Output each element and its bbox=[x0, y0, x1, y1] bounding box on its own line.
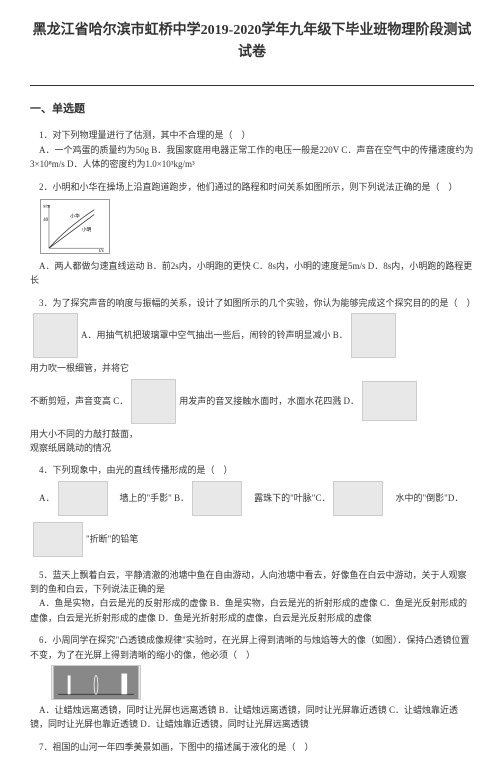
q4-optC-text: 水中的"倒影"D． bbox=[386, 491, 463, 505]
q4-optA-label: A． bbox=[30, 491, 55, 505]
q3-line2: 不断剪短，声音变高 C． bbox=[30, 394, 128, 408]
section-header: 一、单选题 bbox=[30, 101, 474, 119]
q3-optB: 用力吹一根细管，并将它 bbox=[30, 361, 129, 375]
graph-y-label: s/m bbox=[43, 205, 50, 210]
graph-x-label: t/s bbox=[99, 249, 104, 253]
q4-img-dew bbox=[192, 481, 242, 516]
graph-line1: 小华 bbox=[70, 212, 80, 219]
q6-options: A．让蜡烛远离透镜，同时让光屏也远离透镜 B．让蜡烛远离透镜，同时让光屏靠近透镜… bbox=[30, 703, 474, 732]
question-7: 7．祖国的山河一年四季美景如画，下图中的描述属于液化的是（ ） bbox=[30, 740, 474, 754]
question-3: 3．为了探究声音的响度与振幅的关系，设计了如图所示的几个实验，你认为能够完成这个… bbox=[30, 296, 474, 456]
q4-img-reflection bbox=[333, 481, 383, 516]
q7-text: 7．祖国的山河一年四季美景如画，下图中的描述属于液化的是（ ） bbox=[30, 740, 474, 754]
q3-line3: 观察纸屑跳动的情况 bbox=[30, 441, 474, 455]
q1-text: 1．对下列物理量进行了估测，其中不合理的是（ ） bbox=[30, 128, 474, 142]
question-4: 4．下列现象中，由光的直线传播形成的是（ ） A． 墙上的"手影" B． 露珠下… bbox=[30, 463, 474, 559]
q3-img-blow bbox=[351, 313, 396, 358]
q6-img-lens bbox=[51, 665, 141, 700]
q2-graph: s/m t/s 小华 小明 40 bbox=[40, 199, 110, 254]
q3-img-drum bbox=[362, 381, 417, 421]
q3-optA: 用抽气机把玻璃罩中空气抽出一些后，闹铃的铃声明显减小 B． bbox=[97, 328, 348, 342]
q3-optD: 用大小不同的力敲打鼓面， bbox=[30, 427, 138, 441]
q4-optA-text: 墙上的"手影" B． bbox=[111, 491, 190, 505]
title-underline bbox=[30, 85, 474, 86]
q4-img-shadow bbox=[58, 481, 108, 516]
q1-options: A．一个鸡蛋的质量约为50g B．我国家庭用电器正常工作的电压一般是220V C… bbox=[30, 143, 474, 172]
q3-optC: 用发声的音叉接触水面时，水面水花四溅 D． bbox=[179, 394, 359, 408]
graph-val: 40 bbox=[43, 218, 48, 223]
question-2: 2．小明和小华在操场上沿直跑道跑步，他们通过的路程和时间关系如图所示，则下列说法… bbox=[30, 180, 474, 288]
q4-optD-text: "折断"的铅笔 bbox=[86, 532, 138, 546]
graph-line2: 小明 bbox=[82, 226, 92, 233]
q3-img-fork bbox=[131, 379, 176, 424]
q2-text: 2．小明和小华在操场上沿直跑道跑步，他们通过的路程和时间关系如图所示，则下列说法… bbox=[30, 180, 474, 194]
question-5: 5．蓝天上飘着白云，平静清澈的池塘中鱼在自由游动，人向池塘中看去，好像鱼在白云中… bbox=[30, 568, 474, 626]
q4-optB-text: 露珠下的"叶脉"C． bbox=[245, 491, 330, 505]
question-6: 6．小周同学在探究"凸透镜成像规律"实验时，在光屏上得到清晰的与烛焰等大的像（如… bbox=[30, 633, 474, 732]
q3-img-bell bbox=[33, 313, 78, 358]
q6-text: 6．小周同学在探究"凸透镜成像规律"实验时，在光屏上得到清晰的与烛焰等大的像（如… bbox=[30, 633, 474, 662]
question-1: 1．对下列物理量进行了估测，其中不合理的是（ ） A．一个鸡蛋的质量约为50g … bbox=[30, 128, 474, 171]
q4-text: 4．下列现象中，由光的直线传播形成的是（ ） bbox=[30, 463, 474, 477]
q5-text: 5．蓝天上飘着白云，平静清澈的池塘中鱼在自由游动，人向池塘中看去，好像鱼在白云中… bbox=[30, 568, 474, 597]
q5-options: A．鱼是实物，白云是光的反射形成的虚像 B．鱼是实物，白云是光的折射形成的虚像 … bbox=[30, 596, 474, 625]
q2-options: A．两人都做匀速直线运动 B．前2s内，小明跑的更快 C．8s内，小明的速度是5… bbox=[30, 259, 474, 288]
q3-text: 3．为了探究声音的响度与振幅的关系，设计了如图所示的几个实验，你认为能够完成这个… bbox=[30, 296, 474, 310]
q4-img-pencil bbox=[33, 522, 83, 557]
exam-title: 黑龙江省哈尔滨市虹桥中学2019-2020学年九年级下毕业班物理阶段测试试卷 bbox=[30, 20, 474, 65]
q3-optA-pre: A． bbox=[81, 328, 97, 342]
